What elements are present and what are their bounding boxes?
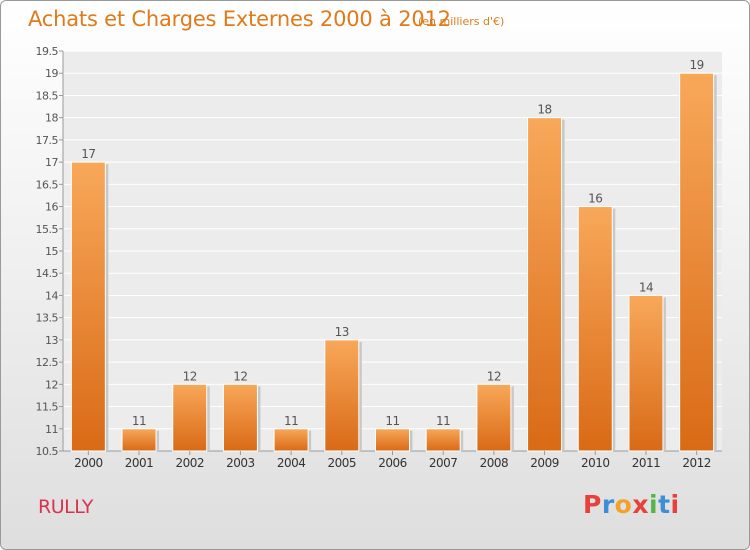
- x-tick-label: 2010: [581, 456, 610, 470]
- y-tick-label: 19.5: [36, 45, 59, 58]
- y-tick-label: 17: [45, 156, 58, 169]
- y-tick-label: 18.5: [36, 89, 59, 102]
- data-label: 12: [487, 369, 501, 383]
- y-tick-label: 14: [45, 289, 58, 302]
- logo-letter: t: [658, 490, 671, 519]
- x-tick-label: 2007: [429, 456, 458, 470]
- data-label: 12: [233, 369, 247, 383]
- data-label: 18: [537, 103, 551, 117]
- bar: [121, 428, 157, 452]
- data-label: 14: [639, 280, 653, 294]
- data-label: 13: [335, 325, 349, 339]
- data-label: 12: [183, 369, 197, 383]
- y-tick-label: 16.5: [36, 178, 59, 191]
- x-tick-label: 2006: [378, 456, 407, 470]
- chart-title: Achats et Charges Externes 2000 à 2012: [28, 7, 451, 31]
- x-tick-label: 2012: [682, 456, 711, 470]
- y-tick-label: 15: [45, 245, 58, 258]
- logo-letter: x: [632, 490, 649, 519]
- bar: [527, 117, 563, 452]
- x-tick-label: 2001: [125, 456, 154, 470]
- bar: [273, 428, 309, 452]
- y-tick-label: 15.5: [36, 223, 59, 236]
- chart-subtitle: (en milliers d'€): [418, 15, 505, 28]
- y-tick-label: 13.5: [36, 312, 59, 325]
- y-tick-label: 12: [45, 378, 58, 391]
- y-tick-label: 18: [45, 112, 58, 125]
- data-label: 16: [588, 192, 602, 206]
- y-tick-label: 19: [45, 67, 58, 80]
- y-tick-label: 12.5: [36, 356, 59, 369]
- bar: [324, 339, 360, 452]
- y-tick-label: 13: [45, 334, 58, 347]
- y-tick-label: 11.5: [36, 401, 59, 414]
- data-label: 11: [132, 414, 146, 428]
- bar: [577, 206, 613, 452]
- bar: [222, 383, 258, 452]
- commune-name: RULLY: [38, 496, 93, 518]
- data-label: 11: [284, 414, 298, 428]
- data-label: 11: [436, 414, 450, 428]
- x-tick-label: 2004: [277, 456, 306, 470]
- bar: [476, 383, 512, 452]
- y-tick-label: 14.5: [36, 267, 59, 280]
- x-tick-label: 2002: [175, 456, 204, 470]
- bar: [425, 428, 461, 452]
- logo-letter: i: [670, 490, 680, 519]
- logo-letter: P: [583, 490, 602, 519]
- logo-letter: o: [614, 490, 633, 519]
- bar: [70, 161, 106, 452]
- y-tick-label: 10.5: [36, 445, 59, 458]
- data-label: 11: [385, 414, 399, 428]
- y-tick-label: 17.5: [36, 134, 59, 147]
- x-tick-label: 2008: [480, 456, 509, 470]
- x-tick-label: 2000: [74, 456, 103, 470]
- logo-letter: r: [601, 490, 615, 519]
- data-label: 19: [690, 58, 704, 72]
- x-tick-label: 2005: [328, 456, 357, 470]
- y-tick-label: 11: [45, 423, 58, 436]
- y-tick-label: 16: [45, 201, 58, 214]
- bar: [628, 294, 664, 452]
- data-label: 17: [81, 147, 95, 161]
- bar: [679, 72, 715, 452]
- bar: [375, 428, 410, 452]
- x-tick-label: 2011: [632, 456, 661, 470]
- x-tick-label: 2003: [226, 456, 255, 470]
- proxiti-logo: Proxiti: [583, 490, 680, 519]
- x-tick-label: 2009: [530, 456, 559, 470]
- bar: [172, 383, 208, 452]
- logo-letter: i: [649, 490, 659, 519]
